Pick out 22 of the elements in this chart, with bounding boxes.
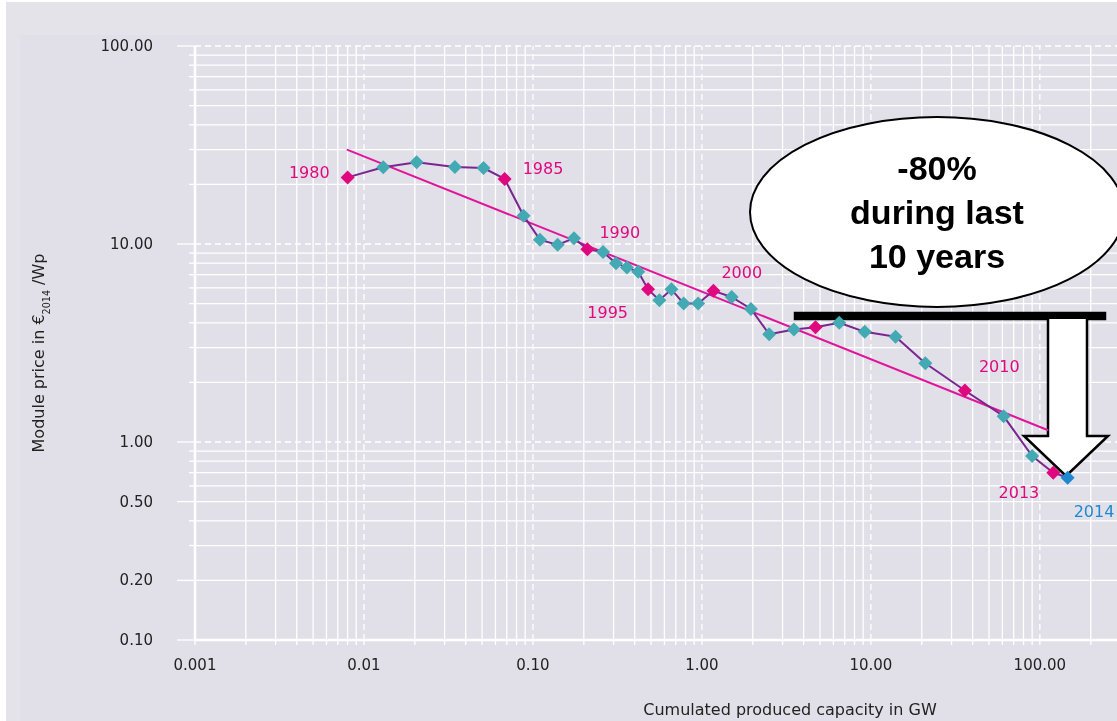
y-tick-label: 100.00 xyxy=(100,37,153,55)
annotation: 1995 xyxy=(587,303,629,323)
y-tick-label: 0.20 xyxy=(119,571,153,590)
annotation: 2000 xyxy=(721,262,763,282)
y-tick-label: 1.00 xyxy=(119,433,153,451)
annotation: 2013 xyxy=(998,482,1040,502)
x-tick-label: 0.01 xyxy=(347,656,381,674)
annotation: 2014 xyxy=(1073,501,1115,521)
x-tick-label: 10.00 xyxy=(849,656,893,674)
annotation: 1980 xyxy=(288,163,330,183)
annotation: 1985 xyxy=(522,158,564,178)
y-tick-label: 0.50 xyxy=(119,492,153,511)
y-tick-label: 10.00 xyxy=(110,235,153,253)
x-tick-label: 1.00 xyxy=(685,656,719,674)
annotation: -80% during last 10 years xyxy=(850,149,1024,275)
x-tick-label: 0.001 xyxy=(173,656,217,674)
annotation: 2010 xyxy=(978,356,1020,376)
x-tick-label: 100.00 xyxy=(1013,656,1067,674)
annotation: 1990 xyxy=(599,223,641,243)
y-tick-label: 0.10 xyxy=(119,631,153,649)
x-axis-title: Cumulated produced capacity in GW xyxy=(643,700,937,719)
x-tick-label: 0.10 xyxy=(516,656,550,674)
